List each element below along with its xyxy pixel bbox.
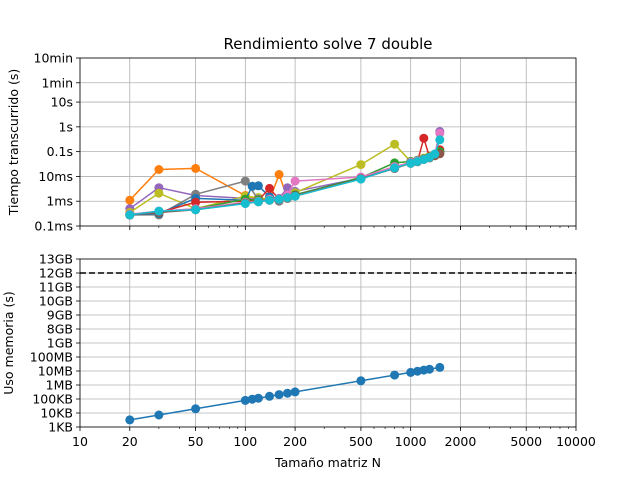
time-series-point	[265, 183, 274, 193]
memory-x-tick-label: 2000	[445, 434, 477, 449]
memory-series-point	[283, 388, 292, 398]
memory-series-point	[265, 391, 274, 401]
memory-series-point	[356, 376, 366, 386]
time-series	[125, 135, 445, 220]
time-y-tick-label: 1ms	[46, 194, 73, 209]
time-plot-title: Rendimiento solve 7 double	[224, 35, 433, 53]
memory-y-tick-label: 13GB	[39, 252, 73, 267]
memory-y-tick-label: 10MB	[38, 364, 73, 379]
memory-y-tick-label: 8GB	[47, 322, 73, 337]
memory-series-point	[390, 370, 400, 380]
memory-series-point	[435, 362, 445, 372]
time-series-point	[290, 191, 300, 201]
memory-y-tick-label: 11GB	[39, 280, 73, 295]
memory-x-tick-label: 5000	[510, 434, 542, 449]
time-series-point	[253, 197, 263, 207]
time-plot: 0.1ms 1ms 10ms 0.1s 1s 10s 1min 10min Rendimien…	[6, 35, 577, 234]
time-plot-series	[125, 127, 445, 220]
time-series-point	[240, 176, 250, 186]
memory-y-tick-label: 1GB	[47, 336, 73, 351]
time-series-point	[356, 174, 366, 184]
time-series-point	[154, 206, 164, 216]
memory-x-tick-label: 1000	[395, 434, 427, 449]
memory-plot-y-axis-label: Uso memoria (s)	[1, 291, 16, 395]
time-plot-y-axis-label: Tiempo transcurrido (s)	[6, 69, 21, 216]
memory-x-tick-label: 200	[283, 434, 307, 449]
time-series-point	[191, 197, 201, 207]
time-series-point	[356, 160, 366, 170]
time-series-point	[430, 149, 440, 159]
time-series-point	[419, 133, 429, 143]
time-series-point	[191, 163, 201, 173]
memory-series	[125, 362, 445, 425]
time-series-point	[265, 195, 274, 205]
memory-y-tick-label: 100MB	[30, 350, 73, 365]
time-y-tick-label: 0.1ms	[34, 219, 73, 234]
time-y-tick-label: 1s	[59, 119, 73, 134]
time-y-tick-label: 0.1s	[47, 144, 73, 159]
memory-y-tick-label: 100KB	[32, 392, 73, 407]
memory-plot-series	[125, 362, 445, 425]
time-series-point	[274, 170, 284, 179]
memory-series-point	[406, 367, 416, 377]
memory-plot-ticks: 10 20 50 100 200 500 1000 2000 5000 100001KB10KB1…	[30, 252, 596, 450]
memory-series-point	[125, 415, 135, 425]
memory-plot-frame	[79, 258, 577, 428]
time-series-point	[435, 135, 445, 145]
memory-y-tick-label: 9GB	[47, 308, 73, 323]
time-series-point	[125, 210, 135, 220]
memory-plot-x-axis-label: Tamaño matriz N	[274, 455, 381, 470]
memory-series-point	[425, 364, 434, 374]
time-series-point	[274, 194, 284, 204]
time-series-point	[253, 181, 263, 191]
time-plot-ticks: 0.1ms 1ms 10ms 0.1s 1s 10s 1min 10min	[34, 51, 577, 234]
memory-y-tick-label: 12GB	[39, 266, 73, 281]
memory-series-point	[253, 393, 263, 403]
memory-x-tick-label: 100	[233, 434, 257, 449]
time-series-point	[191, 205, 201, 215]
memory-x-tick-label: 10000	[556, 434, 596, 449]
memory-series-point	[154, 410, 164, 420]
memory-y-tick-label: 10KB	[40, 406, 73, 421]
time-series-point	[125, 195, 135, 205]
time-series-point	[240, 199, 250, 209]
time-y-tick-label: 1min	[41, 75, 73, 90]
time-series-point	[283, 193, 292, 203]
memory-x-tick-label: 10	[72, 434, 88, 449]
time-y-tick-label: 10s	[51, 95, 73, 110]
memory-y-tick-label: 1MB	[46, 378, 73, 393]
memory-series-point	[290, 387, 300, 397]
time-y-tick-label: 10ms	[38, 169, 73, 184]
memory-y-tick-label: 10GB	[39, 294, 73, 309]
memory-series-point	[240, 395, 250, 405]
memory-y-tick-label: 1KB	[48, 420, 73, 435]
time-y-tick-label: 10min	[34, 51, 73, 66]
time-plot-frame	[79, 57, 577, 227]
time-series-point	[154, 188, 164, 198]
time-series-point	[290, 176, 300, 186]
memory-series-point	[191, 404, 201, 414]
time-series-point	[154, 165, 164, 174]
time-series-point	[390, 163, 400, 173]
memory-x-tick-label: 500	[349, 434, 373, 449]
time-series-point	[406, 158, 416, 168]
time-series-point	[435, 128, 445, 138]
memory-plot: 10 20 50 100 200 500 1000 2000 5000 100001KB10KB1…	[1, 252, 596, 471]
memory-series-point	[274, 390, 284, 400]
time-series-point	[390, 139, 400, 149]
memory-x-tick-label: 20	[122, 434, 138, 449]
memory-x-tick-label: 50	[188, 434, 204, 449]
